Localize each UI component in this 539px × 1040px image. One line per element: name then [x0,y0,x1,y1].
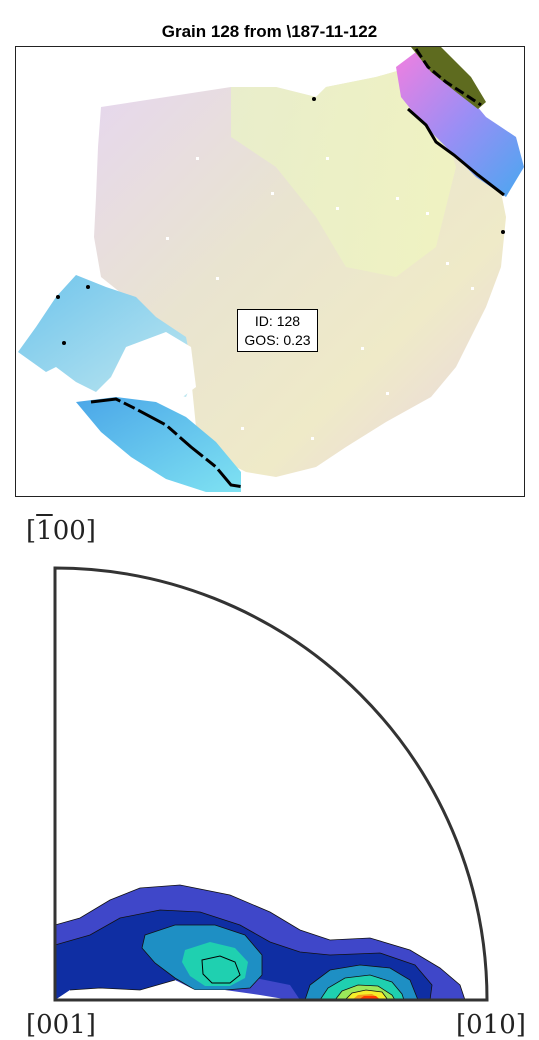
grain-gap [111,332,196,402]
pole-label-bottom-left: [001] [26,1010,96,1040]
pole-label-top: [100] [26,516,96,546]
map-title: Grain 128 from \187-11-122 [161,22,378,41]
grain-orientation-map: ID: 128 GOS: 0.23 [15,46,525,497]
boundary-right [407,107,505,197]
grain-top-region [231,67,456,277]
grain-bottom-blue [76,397,241,492]
boundary-bottom [90,397,245,489]
grain-olive-corner [411,47,486,109]
contour-fill-group [55,884,466,1000]
pole-figure-outline [53,566,489,1002]
grain-upper-right [396,52,524,197]
grain-map-graphic [18,47,524,492]
boundary-top [414,48,482,107]
grain-info-box: ID: 128 GOS: 0.23 [237,309,318,352]
grain-id-label: ID: 128 [254,313,301,329]
pole-label-bottom-right: [010] [456,1010,526,1040]
unindexed-points [166,157,474,440]
contour-level-5 [201,955,241,984]
grain-gos-label: GOS: 0.23 [244,332,311,348]
